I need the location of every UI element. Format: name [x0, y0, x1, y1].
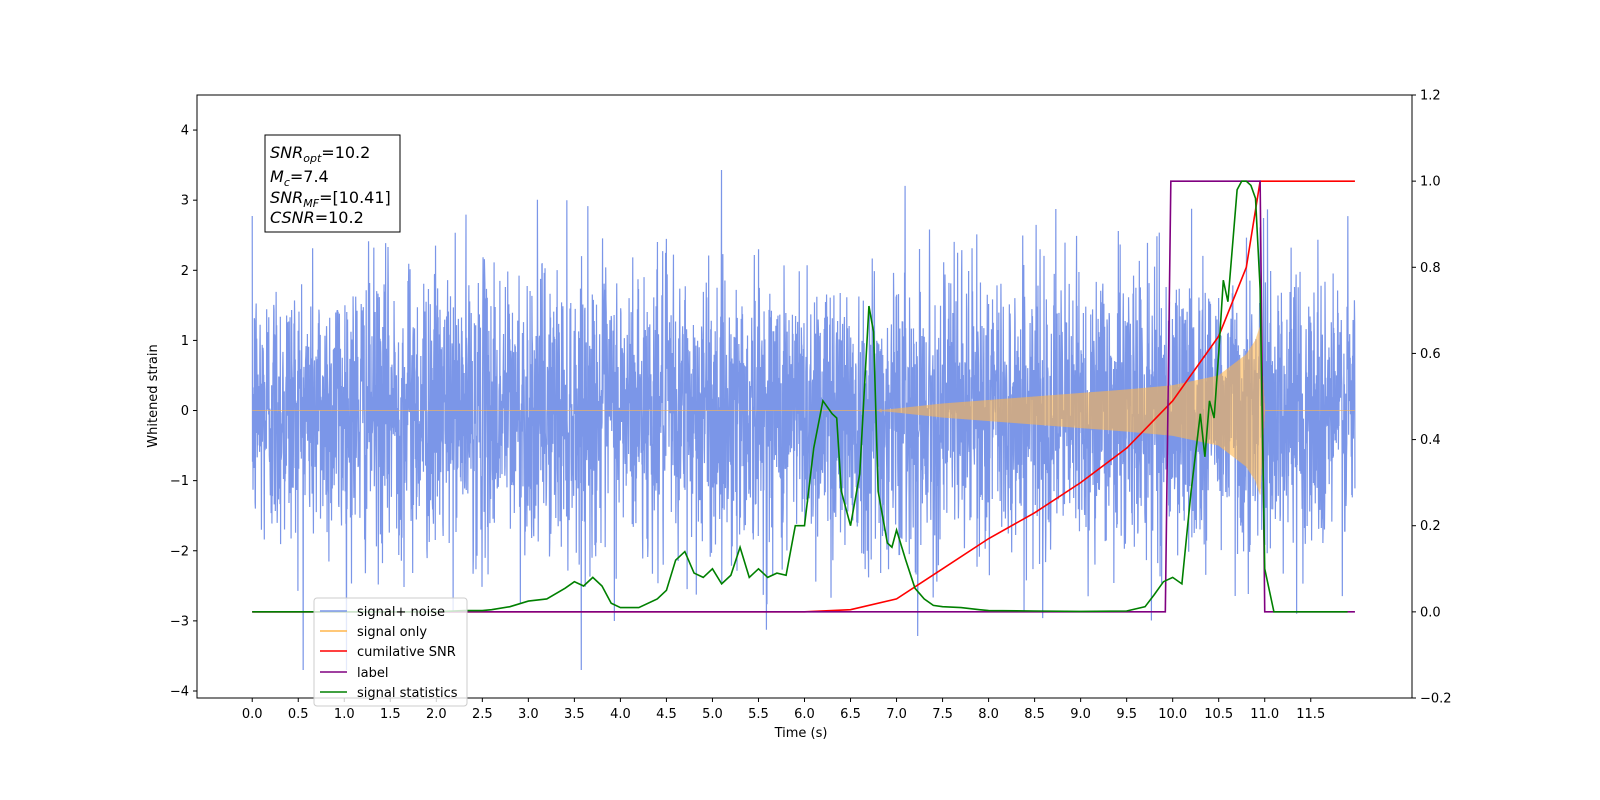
y2-tick-label: 0.8: [1420, 261, 1441, 276]
x-tick-label: 11.0: [1250, 707, 1279, 722]
x-tick-label: 1.5: [380, 707, 401, 722]
legend-label-cumulative-snr: cumilative SNR: [357, 645, 456, 660]
y2-tick-label: 0.4: [1420, 433, 1441, 448]
y-axis-right: −0.2 0.0 0.2 0.4 0.6 0.8 1.0 1.2: [1412, 89, 1452, 707]
x-axis: 0.0 0.5 1.0 1.5 2.0 2.5 3.0 3.5 4.0 4.5 5.0 5.5 6.0 6…: [242, 698, 1325, 722]
signal-only-line: [252, 327, 1355, 495]
y2-tick-label: 0.0: [1420, 605, 1441, 620]
x-tick-label: 9.0: [1070, 707, 1091, 722]
y-tick-label: 1: [181, 334, 189, 349]
annotation-box: SNRopt=10.2 Mc=7.4 SNRMF=[10.41] CSNR=10…: [264, 134, 401, 233]
y-tick-label: −3: [170, 614, 189, 629]
y-tick-label: 3: [181, 194, 189, 209]
y2-tick-label: −0.2: [1420, 692, 1452, 707]
x-tick-label: 6.0: [794, 707, 815, 722]
x-tick-label: 2.0: [426, 707, 447, 722]
x-tick-label: 5.0: [702, 707, 723, 722]
y-tick-label: 4: [181, 124, 189, 139]
series-signal-only: [252, 327, 1355, 495]
y-tick-label: 2: [181, 264, 189, 279]
y-tick-label: −1: [170, 474, 189, 489]
legend-label-label: label: [357, 666, 388, 681]
x-tick-label: 3.5: [564, 707, 585, 722]
y-axis-label: Whitened strain: [146, 344, 161, 447]
annotation-snr-mf: SNRMF=[10.41]: [270, 188, 391, 210]
x-axis-label: Time (s): [774, 726, 828, 741]
x-tick-label: 8.0: [978, 707, 999, 722]
x-tick-label: 6.5: [840, 707, 861, 722]
y2-tick-label: 0.2: [1420, 519, 1441, 534]
x-tick-label: 7.5: [932, 707, 953, 722]
legend-label-signal-statistics: signal statistics: [357, 686, 458, 701]
series-signal-statistics-line: [252, 180, 1348, 613]
y2-tick-label: 0.6: [1420, 347, 1441, 362]
annotation-mc: Mc=7.4: [270, 167, 329, 189]
x-tick-label: 4.5: [656, 707, 677, 722]
x-tick-label: 8.5: [1024, 707, 1045, 722]
series-cumilative-snr-line: [252, 180, 1355, 613]
right-axis-series: [252, 180, 1355, 613]
legend-label-signal-only: signal only: [357, 625, 427, 640]
y-axis-left: −4 −3 −2 −1 0 1 2 3 4: [170, 124, 197, 699]
legend: signal+ noise signal only cumilative SNR…: [313, 597, 468, 707]
x-tick-label: 7.0: [886, 707, 907, 722]
x-tick-label: 3.0: [518, 707, 539, 722]
y2-tick-label: 1.2: [1420, 89, 1441, 104]
y-tick-label: −4: [170, 684, 189, 699]
x-tick-label: 0.0: [242, 707, 263, 722]
x-tick-label: 2.5: [472, 707, 493, 722]
legend-label-signal-plus-noise: signal+ noise: [357, 605, 445, 620]
x-tick-label: 10.5: [1204, 707, 1233, 722]
x-tick-label: 9.5: [1116, 707, 1137, 722]
plot-area: [251, 170, 1356, 670]
x-tick-label: 4.0: [610, 707, 631, 722]
x-tick-label: 5.5: [748, 707, 769, 722]
x-tick-label: 11.5: [1296, 707, 1325, 722]
y-tick-label: 0: [181, 404, 189, 419]
x-tick-label: 0.5: [288, 707, 309, 722]
y-tick-label: −2: [170, 544, 189, 559]
y2-tick-label: 1.0: [1420, 175, 1441, 190]
x-tick-label: 1.0: [334, 707, 355, 722]
annotation-csnr: CSNR=10.2: [270, 208, 364, 227]
x-tick-label: 10.0: [1158, 707, 1187, 722]
annotation-snr-opt: SNRopt=10.2: [270, 143, 370, 165]
